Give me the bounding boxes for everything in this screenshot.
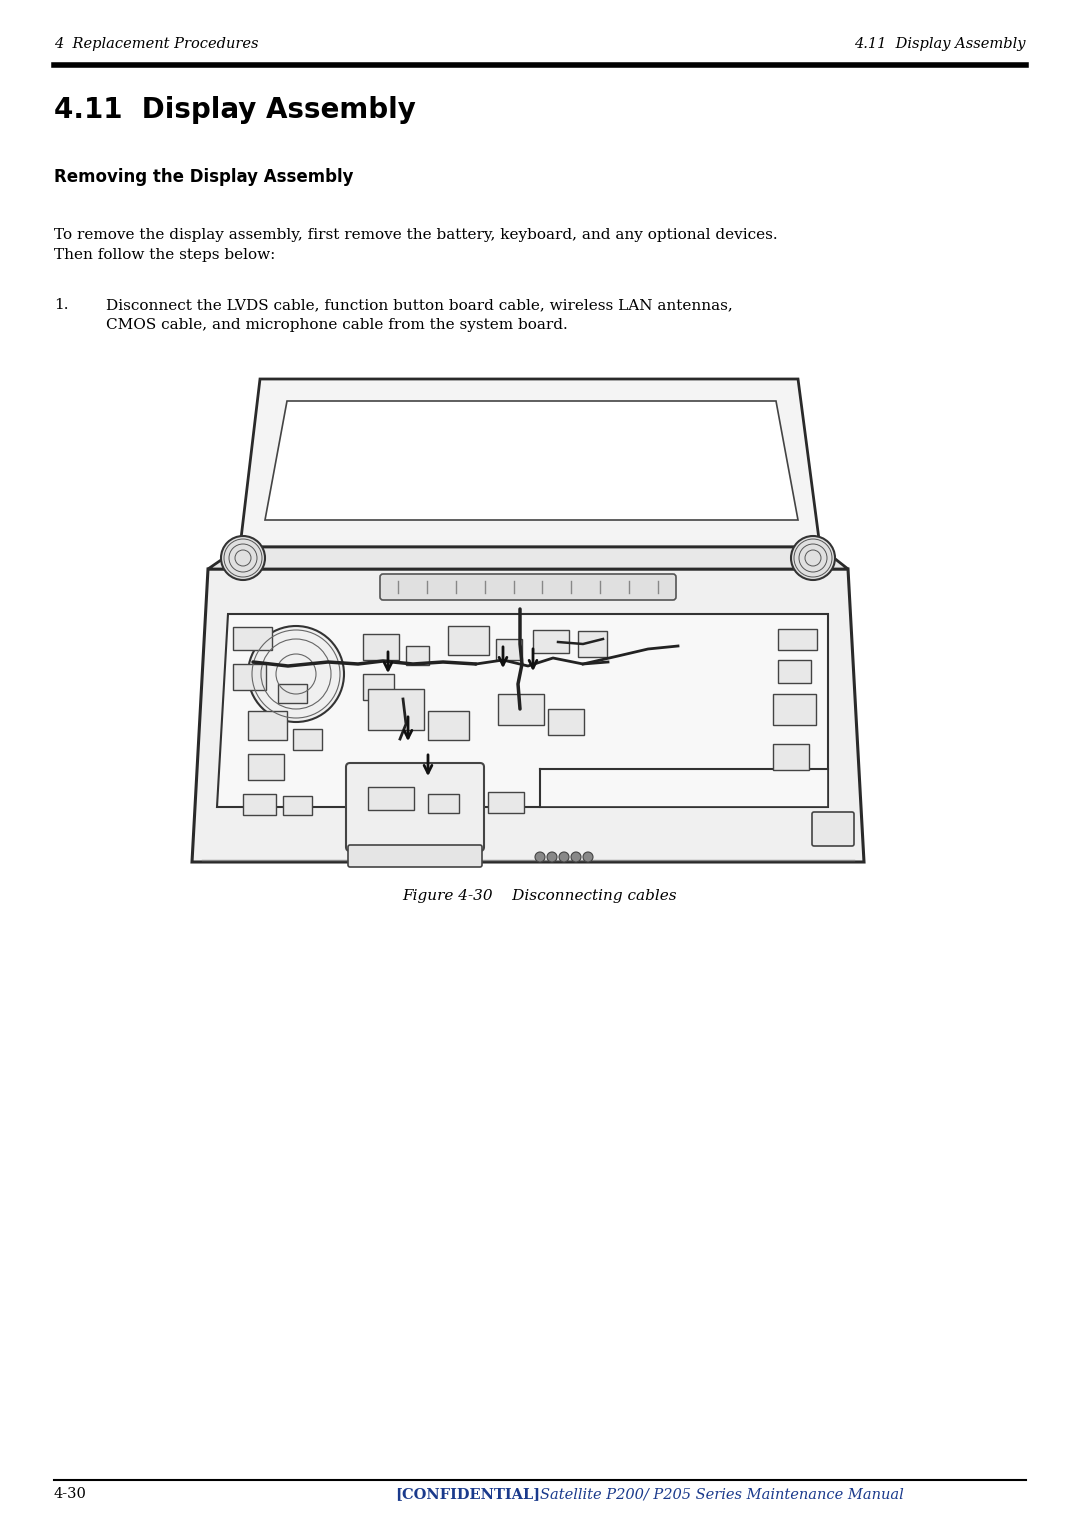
FancyBboxPatch shape (363, 673, 393, 699)
FancyBboxPatch shape (293, 728, 322, 750)
Text: [CONFIDENTIAL]: [CONFIDENTIAL] (395, 1487, 540, 1501)
FancyBboxPatch shape (487, 791, 524, 812)
FancyBboxPatch shape (405, 646, 429, 664)
Polygon shape (192, 570, 864, 863)
FancyBboxPatch shape (447, 626, 488, 655)
FancyBboxPatch shape (247, 710, 286, 739)
FancyBboxPatch shape (283, 796, 311, 814)
FancyBboxPatch shape (363, 634, 399, 660)
FancyBboxPatch shape (498, 693, 543, 724)
FancyBboxPatch shape (778, 660, 810, 683)
FancyBboxPatch shape (532, 629, 568, 652)
Text: 4.11  Display Assembly: 4.11 Display Assembly (54, 96, 416, 124)
FancyBboxPatch shape (578, 631, 607, 657)
Circle shape (535, 852, 545, 863)
FancyBboxPatch shape (232, 626, 271, 649)
FancyBboxPatch shape (247, 753, 283, 779)
Circle shape (248, 626, 345, 722)
Text: 4.11  Display Assembly: 4.11 Display Assembly (854, 37, 1026, 50)
FancyBboxPatch shape (367, 786, 414, 809)
FancyBboxPatch shape (348, 844, 482, 867)
Circle shape (583, 852, 593, 863)
FancyBboxPatch shape (548, 709, 583, 734)
FancyBboxPatch shape (278, 684, 307, 702)
FancyBboxPatch shape (428, 710, 469, 739)
Text: Figure 4-30    Disconnecting cables: Figure 4-30 Disconnecting cables (403, 889, 677, 902)
Text: Disconnect the LVDS cable, function button board cable, wireless LAN antennas,
C: Disconnect the LVDS cable, function butt… (106, 298, 732, 331)
Circle shape (791, 536, 835, 580)
FancyBboxPatch shape (778, 629, 816, 649)
Polygon shape (265, 402, 798, 521)
Text: Satellite P200/ P205 Series Maintenance Manual: Satellite P200/ P205 Series Maintenance … (540, 1487, 904, 1501)
Circle shape (571, 852, 581, 863)
Text: To remove the display assembly, first remove the battery, keyboard, and any opti: To remove the display assembly, first re… (54, 228, 778, 263)
FancyBboxPatch shape (232, 664, 266, 690)
FancyBboxPatch shape (380, 574, 676, 600)
FancyBboxPatch shape (243, 794, 275, 814)
Text: 4  Replacement Procedures: 4 Replacement Procedures (54, 37, 258, 50)
FancyBboxPatch shape (772, 744, 809, 770)
Circle shape (221, 536, 265, 580)
Polygon shape (240, 379, 820, 547)
FancyBboxPatch shape (812, 812, 854, 846)
Polygon shape (540, 770, 828, 806)
Polygon shape (217, 614, 828, 806)
FancyBboxPatch shape (346, 764, 484, 851)
Text: 4-30: 4-30 (54, 1487, 86, 1501)
Circle shape (546, 852, 557, 863)
FancyBboxPatch shape (367, 689, 423, 730)
Text: 1.: 1. (54, 298, 68, 312)
FancyBboxPatch shape (772, 693, 815, 724)
Text: Removing the Display Assembly: Removing the Display Assembly (54, 168, 353, 186)
Polygon shape (208, 547, 848, 570)
Circle shape (559, 852, 569, 863)
FancyBboxPatch shape (496, 638, 522, 660)
FancyBboxPatch shape (428, 794, 459, 812)
